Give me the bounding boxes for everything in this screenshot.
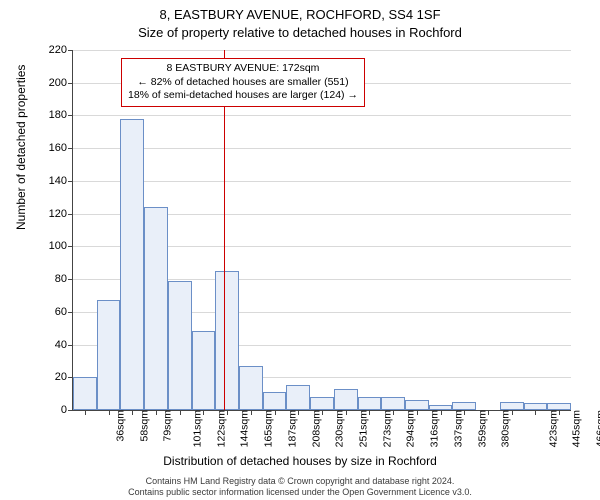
y-tick-label: 180 [33,109,67,121]
y-tick-mark [68,214,73,215]
x-tick-mark [251,410,252,415]
x-tick-label: 466sqm [595,410,600,447]
y-tick-mark [68,410,73,411]
x-tick-mark [180,410,181,415]
y-tick-mark [68,345,73,346]
y-tick-label: 120 [33,208,67,220]
histogram-bar [358,397,382,410]
y-tick-label: 160 [33,142,67,154]
footer-line-2: Contains public sector information licen… [0,487,600,498]
grid-line [73,148,571,149]
x-tick-label: 58sqm [138,410,150,442]
x-tick-label: 144sqm [239,410,251,447]
x-tick-mark [512,410,513,415]
x-tick-label: 359sqm [476,410,488,447]
x-tick-mark [346,410,347,415]
x-tick-mark [132,410,133,415]
chart-title: 8, EASTBURY AVENUE, ROCHFORD, SS4 1SF Si… [0,0,600,41]
histogram-bar [381,397,405,410]
y-tick-mark [68,246,73,247]
x-tick-label: 337sqm [452,410,464,447]
x-tick-label: 208sqm [310,410,322,447]
grid-line [73,181,571,182]
histogram-bar [168,281,192,410]
annotation-line: ← 82% of detached houses are smaller (55… [128,76,358,90]
histogram-bar [334,389,358,410]
x-tick-label: 79sqm [162,410,174,442]
x-tick-label: 251sqm [357,410,369,447]
x-tick-mark [488,410,489,415]
x-tick-mark [85,410,86,415]
x-tick-label: 122sqm [215,410,227,447]
y-tick-label: 100 [33,240,67,252]
y-tick-label: 220 [33,44,67,56]
x-tick-label: 445sqm [571,410,583,447]
x-tick-label: 316sqm [429,410,441,447]
x-tick-mark [109,410,110,415]
x-tick-mark [156,410,157,415]
histogram-bar [405,400,429,410]
histogram-bar [192,331,216,410]
y-axis-label: Number of detached properties [14,65,28,230]
x-tick-label: 294sqm [405,410,417,447]
x-tick-mark [275,410,276,415]
y-tick-mark [68,312,73,313]
histogram-bar [144,207,168,410]
x-tick-label: 273sqm [381,410,393,447]
x-tick-mark [369,410,370,415]
histogram-bar [500,402,524,410]
y-tick-mark [68,148,73,149]
plot-region: 02040608010012014016018020022036sqm58sqm… [72,50,571,411]
x-tick-label: 187sqm [286,410,298,447]
y-tick-mark [68,50,73,51]
y-tick-label: 200 [33,77,67,89]
y-tick-mark [68,115,73,116]
histogram-bar [73,377,97,410]
grid-line [73,115,571,116]
x-tick-mark [298,410,299,415]
y-tick-label: 40 [33,339,67,351]
grid-line [73,50,571,51]
footer-line-1: Contains HM Land Registry data © Crown c… [0,476,600,487]
x-tick-label: 230sqm [334,410,346,447]
x-tick-mark [203,410,204,415]
y-tick-mark [68,83,73,84]
y-tick-label: 0 [33,404,67,416]
title-line-1: 8, EASTBURY AVENUE, ROCHFORD, SS4 1SF [0,6,600,24]
x-tick-label: 101sqm [191,410,203,447]
y-tick-label: 60 [33,306,67,318]
y-tick-label: 20 [33,371,67,383]
x-tick-mark [417,410,418,415]
y-tick-label: 140 [33,175,67,187]
chart-plot-area: 02040608010012014016018020022036sqm58sqm… [72,50,570,410]
histogram-bar [97,300,121,410]
y-tick-mark [68,279,73,280]
x-tick-label: 36sqm [114,410,126,442]
title-line-2: Size of property relative to detached ho… [0,24,600,42]
y-tick-mark [68,181,73,182]
histogram-bar [452,402,476,410]
histogram-bar [215,271,239,410]
x-tick-mark [227,410,228,415]
x-axis-label: Distribution of detached houses by size … [0,454,600,468]
histogram-bar [120,119,144,410]
x-tick-label: 423sqm [547,410,559,447]
x-tick-mark [441,410,442,415]
footer-attribution: Contains HM Land Registry data © Crown c… [0,476,600,499]
annotation-box: 8 EASTBURY AVENUE: 172sqm← 82% of detach… [121,58,365,107]
annotation-line: 8 EASTBURY AVENUE: 172sqm [128,62,358,76]
x-tick-mark [559,410,560,415]
x-tick-mark [322,410,323,415]
x-tick-label: 380sqm [500,410,512,447]
y-tick-label: 80 [33,273,67,285]
x-tick-label: 165sqm [263,410,275,447]
annotation-line: 18% of semi-detached houses are larger (… [128,89,358,103]
histogram-bar [239,366,263,410]
x-tick-mark [535,410,536,415]
x-tick-mark [464,410,465,415]
histogram-bar [286,385,310,410]
histogram-bar [310,397,334,410]
x-tick-mark [393,410,394,415]
histogram-bar [263,392,287,410]
